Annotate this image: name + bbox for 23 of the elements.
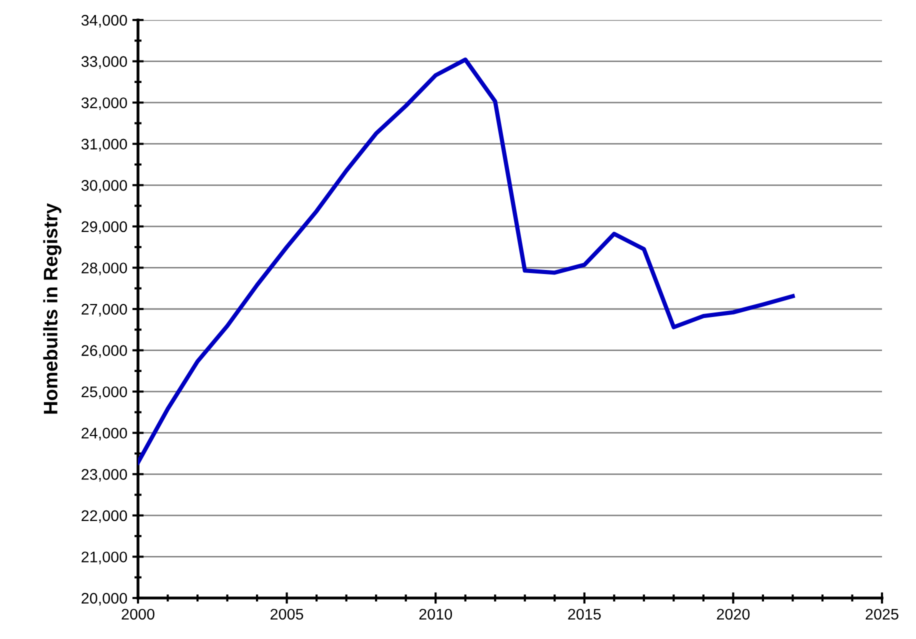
x-tick-label: 2010 — [419, 608, 452, 620]
y-tick-label: 29,000 — [82, 221, 127, 234]
y-tick-label: 24,000 — [82, 428, 127, 440]
x-tick-label: 2005 — [270, 608, 304, 620]
y-tick-label: 34,000 — [81, 14, 127, 28]
y-tick-label: 28,000 — [82, 262, 127, 276]
y-tick-label: 23,000 — [82, 469, 127, 482]
y-tick-label: 26,000 — [82, 345, 127, 358]
y-tick-label: 30,000 — [81, 180, 127, 193]
y-tick-label: 22,000 — [82, 510, 127, 523]
y-axis-title: Homebuilts in Registry — [43, 203, 62, 414]
x-tick-label: 2025 — [866, 608, 898, 620]
x-tick-label: 2000 — [122, 608, 154, 620]
x-tick-label: 2020 — [716, 608, 750, 620]
y-tick-label: 25,000 — [82, 386, 127, 400]
y-tick-label: 33,000 — [81, 56, 127, 69]
y-tick-label: 27,000 — [82, 304, 127, 316]
line-series — [138, 58, 795, 465]
y-tick-label: 32,000 — [81, 97, 127, 110]
y-tick-label: 20,000 — [82, 592, 127, 606]
x-tick-label: 2015 — [568, 608, 601, 620]
y-tick-label: 21,000 — [82, 552, 127, 564]
y-tick-label: 31,000 — [81, 138, 127, 152]
